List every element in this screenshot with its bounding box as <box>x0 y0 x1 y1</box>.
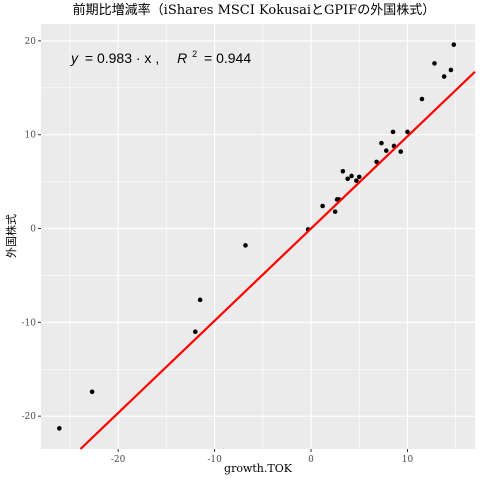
x-tick-label: 0 <box>308 455 314 465</box>
data-point <box>405 129 410 135</box>
data-point <box>354 178 359 183</box>
regression-line <box>79 70 476 450</box>
x-tick-label: -10 <box>207 455 222 465</box>
y-axis-label: 外国株式 <box>4 214 18 258</box>
data-point <box>320 203 325 209</box>
fit-line-group <box>79 70 476 450</box>
data-point <box>398 149 404 154</box>
data-points <box>57 42 457 431</box>
x-tick-label: -20 <box>111 455 126 465</box>
regression-annotation: y = 0.983 · x , R 2 = 0.944 <box>70 44 251 66</box>
data-point <box>441 74 447 79</box>
annotation-r2-label: R <box>177 50 187 66</box>
y-tick-label: 0 <box>30 225 36 235</box>
data-point <box>332 209 338 214</box>
x-axis-ticks: -20 -10 0 10 <box>111 449 414 465</box>
data-point <box>349 173 354 179</box>
y-axis-ticks: -20 -10 0 10 20 <box>22 37 41 422</box>
data-point <box>340 168 346 174</box>
data-point <box>390 129 396 135</box>
plot-panel <box>41 24 475 449</box>
y-tick-label: -20 <box>22 412 37 422</box>
y-tick-label: -10 <box>22 318 37 328</box>
data-point <box>345 176 350 182</box>
minor-gridlines <box>41 24 475 449</box>
data-point <box>432 61 437 66</box>
x-axis-label: growth.TOK <box>224 462 293 475</box>
data-point <box>448 67 454 73</box>
data-point <box>451 42 457 47</box>
annotation-r2-value: = 0.944 <box>204 50 251 66</box>
annotation-r2-exponent: 2 <box>192 49 197 59</box>
data-point <box>89 389 95 395</box>
data-point <box>374 159 379 165</box>
data-point <box>197 297 203 303</box>
x-tick-label: 10 <box>402 455 414 465</box>
annotation-lhs: y <box>70 50 79 66</box>
data-point <box>419 96 425 102</box>
data-point <box>57 426 62 431</box>
data-point <box>243 243 248 248</box>
data-point <box>383 148 389 153</box>
chart-title: 前期比増減率（iShares MSCI KokusaiとGPIFの外国株式） <box>73 2 436 18</box>
data-point <box>379 140 384 146</box>
annotation-rhs: = 0.983 · x , <box>85 50 159 66</box>
data-point <box>193 329 198 335</box>
data-point <box>356 174 362 180</box>
major-gridlines <box>41 24 475 449</box>
y-tick-label: 20 <box>25 37 37 47</box>
y-tick-label: 10 <box>25 131 37 141</box>
